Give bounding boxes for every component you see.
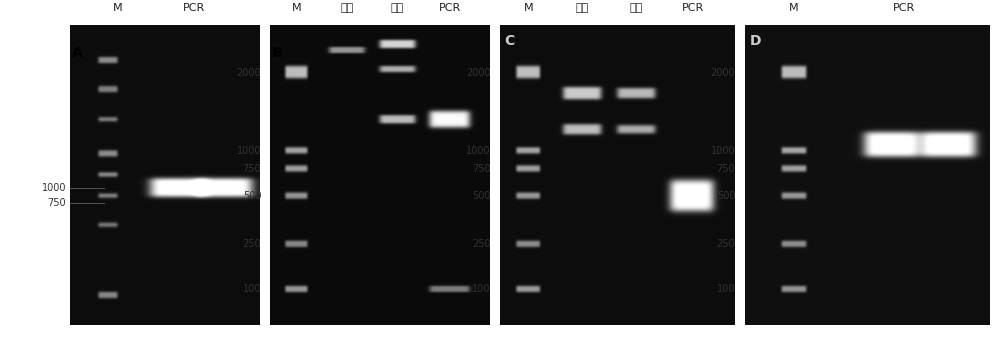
Text: 500: 500	[472, 191, 491, 201]
Text: 500: 500	[717, 191, 735, 201]
Text: PCR: PCR	[182, 3, 205, 13]
Text: 750: 750	[717, 164, 735, 174]
Text: 质粒: 质粒	[340, 3, 354, 13]
Text: PCR: PCR	[439, 3, 462, 13]
Text: 250: 250	[472, 239, 491, 249]
Text: M: M	[789, 3, 799, 13]
Text: 100: 100	[472, 284, 491, 294]
Text: M: M	[113, 3, 122, 13]
Text: M: M	[292, 3, 301, 13]
Text: D: D	[750, 34, 761, 48]
Text: 1000: 1000	[711, 146, 735, 156]
Text: 100: 100	[243, 284, 261, 294]
Text: 2000: 2000	[237, 68, 261, 78]
Text: 500: 500	[243, 191, 261, 201]
Text: 酵切: 酵切	[630, 3, 643, 13]
Text: B: B	[272, 46, 283, 60]
Text: C: C	[505, 34, 515, 48]
Text: 750: 750	[472, 164, 491, 174]
Text: 1000: 1000	[42, 183, 66, 193]
Text: M: M	[523, 3, 533, 13]
Text: PCR: PCR	[682, 3, 704, 13]
Text: 1000: 1000	[466, 146, 491, 156]
Text: 100: 100	[717, 284, 735, 294]
Text: 750: 750	[48, 198, 66, 208]
Text: 2000: 2000	[711, 68, 735, 78]
Text: 2000: 2000	[466, 68, 491, 78]
Text: 750: 750	[243, 164, 261, 174]
Text: 1000: 1000	[237, 146, 261, 156]
Text: 250: 250	[717, 239, 735, 249]
Text: A: A	[72, 46, 83, 60]
Text: PCR: PCR	[893, 3, 915, 13]
Text: 250: 250	[243, 239, 261, 249]
Text: 质粒: 质粒	[576, 3, 589, 13]
Text: 酵切: 酵切	[391, 3, 404, 13]
